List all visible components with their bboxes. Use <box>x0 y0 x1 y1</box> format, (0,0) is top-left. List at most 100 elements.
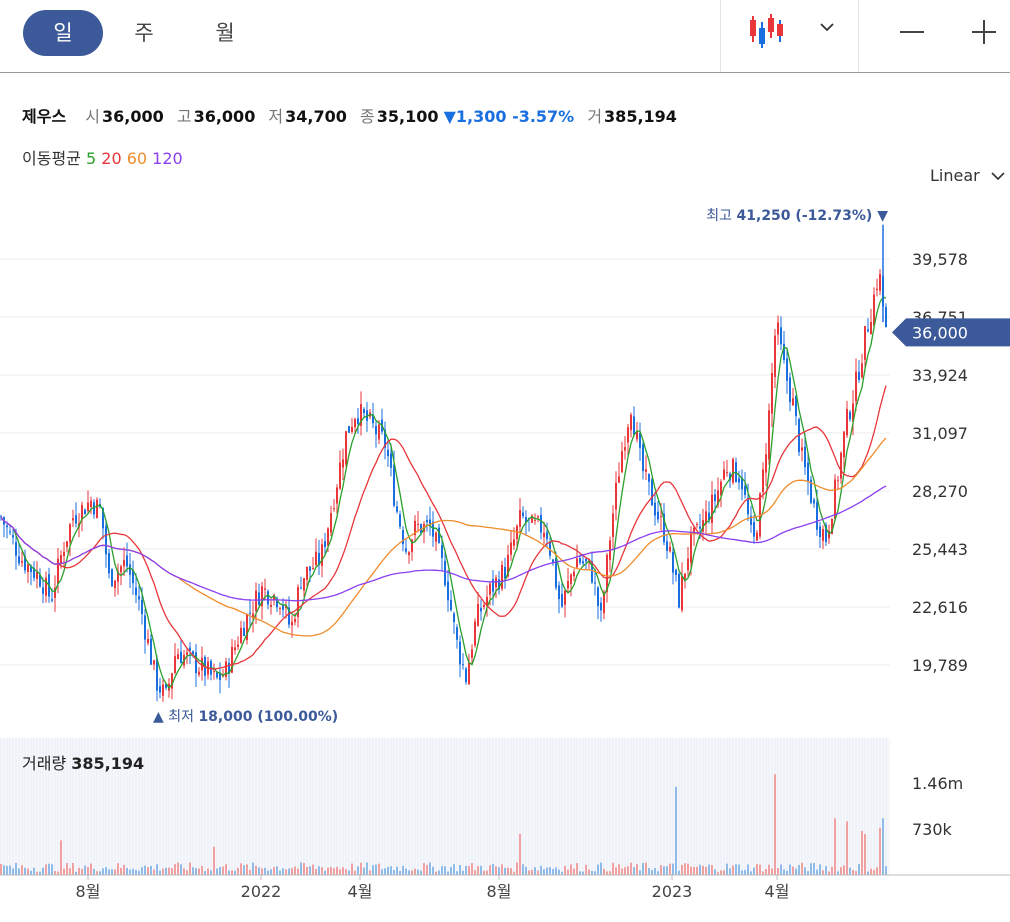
candle-body <box>45 577 47 596</box>
candle-body <box>477 603 479 626</box>
candle-body <box>738 478 740 483</box>
candle-body <box>873 294 875 326</box>
candle-body <box>321 544 323 566</box>
candle-body <box>675 569 677 575</box>
candle-body <box>549 541 551 556</box>
tab-week[interactable]: 주 <box>134 21 154 45</box>
candle-body <box>288 607 290 625</box>
candle-body <box>228 662 230 674</box>
candle-body <box>678 573 680 608</box>
volume-bar <box>414 868 416 875</box>
candle-body <box>144 615 146 640</box>
volume-bar <box>336 866 338 875</box>
price-tag <box>892 318 1010 347</box>
candle-body <box>753 522 755 537</box>
volume-bar <box>495 866 497 875</box>
tab-day[interactable]: 일 <box>23 10 103 56</box>
candle-body <box>795 395 797 417</box>
high-label: 고 <box>176 107 192 126</box>
volume-bar <box>45 864 47 875</box>
candle-body <box>213 671 215 673</box>
volume-bar <box>279 870 281 875</box>
candle-body <box>597 587 599 606</box>
volume-bar <box>222 866 224 875</box>
plus-icon[interactable] <box>970 18 998 46</box>
volume-bar <box>360 862 362 875</box>
candle-body <box>771 373 773 414</box>
candle-body <box>18 556 20 564</box>
candle-body <box>27 564 29 573</box>
volume-bar <box>480 865 482 875</box>
candle-body <box>750 515 752 525</box>
volume-bar <box>249 869 251 875</box>
volume-panel-title: 거래량 385,194 <box>22 750 144 774</box>
volume-bar <box>498 867 500 875</box>
candlestick-icon[interactable] <box>748 12 788 50</box>
candle-body <box>879 274 881 291</box>
volume-bar <box>57 871 59 875</box>
candle-body <box>885 306 887 328</box>
candle-body <box>864 325 866 360</box>
candle-body <box>525 517 527 523</box>
candle-body <box>657 511 659 520</box>
candle-body <box>192 651 194 655</box>
scale-selector[interactable]: Linear <box>930 166 1005 185</box>
volume-bar <box>342 867 344 875</box>
candle-body <box>849 412 851 420</box>
volume-bar <box>822 870 824 875</box>
volume-bar <box>237 867 239 875</box>
volume-bar <box>789 864 791 875</box>
volume-bar <box>459 865 461 875</box>
candle-body <box>387 449 389 457</box>
volume-bar <box>54 871 56 875</box>
volume-bar <box>684 863 686 875</box>
candle-body <box>861 363 863 378</box>
volume-bar <box>213 846 215 875</box>
volume-bar <box>243 865 245 875</box>
volume-bar <box>171 868 173 875</box>
candle-body <box>573 571 575 577</box>
candle-body <box>342 459 344 468</box>
volume-bar <box>678 870 680 875</box>
volume-bar <box>630 862 632 875</box>
candle-body <box>747 497 749 515</box>
volume-bar <box>651 870 653 875</box>
minus-icon[interactable] <box>898 20 926 44</box>
volume-bar <box>867 871 869 875</box>
volume-bar <box>417 869 419 875</box>
candle-body <box>384 429 386 448</box>
candle-body <box>180 651 182 664</box>
candle-body <box>258 592 260 605</box>
volume-bar <box>726 863 728 875</box>
candle-body <box>804 446 806 468</box>
candle-body <box>111 569 113 587</box>
candle-body <box>522 512 524 517</box>
volume-bar <box>621 868 623 875</box>
volume-bar <box>354 870 356 875</box>
volume-bar <box>645 862 647 875</box>
candle-body <box>189 647 191 651</box>
candle-body <box>615 482 617 510</box>
volume-bar <box>207 868 209 875</box>
ma-60: 60 <box>126 149 148 168</box>
candle-body <box>90 500 92 508</box>
price-tag-label: 36,000 <box>912 323 968 342</box>
volume-bar <box>801 862 803 875</box>
volume-bar <box>546 867 548 875</box>
candle-body <box>219 673 221 681</box>
tab-month[interactable]: 월 <box>215 21 235 45</box>
chevron-down-icon[interactable] <box>820 22 834 32</box>
candle-body <box>390 453 392 468</box>
volume-bar <box>21 865 23 875</box>
candle-body <box>237 644 239 648</box>
candle-body <box>774 335 776 378</box>
volume-bar <box>870 868 872 875</box>
candle-body <box>141 599 143 615</box>
candle-body <box>708 512 710 520</box>
candle-body <box>741 477 743 490</box>
volume-bar <box>723 870 725 875</box>
candle-body <box>75 515 77 524</box>
candle-body <box>129 564 131 575</box>
volume-bar <box>78 867 80 875</box>
